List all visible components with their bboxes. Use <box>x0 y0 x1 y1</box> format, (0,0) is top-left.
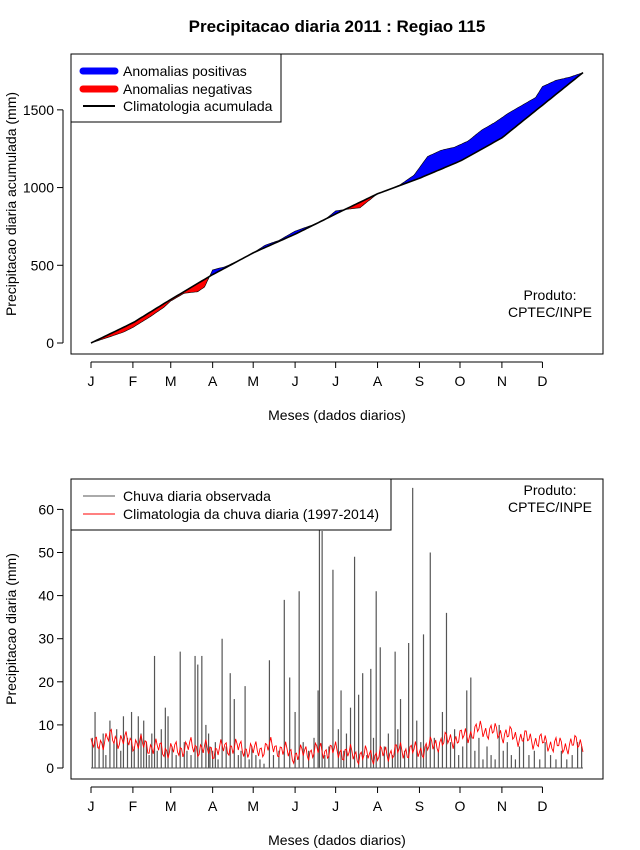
climatology-cumulative-line <box>90 71 584 344</box>
top-y-tick-label: 500 <box>31 257 55 273</box>
bottom-y-tick-label: 50 <box>38 545 54 561</box>
bottom-legend-box <box>70 478 392 531</box>
top-x-tick-label: J <box>88 373 95 389</box>
top-y-tick-label: 1000 <box>23 180 54 196</box>
top-x-tick-label: D <box>537 373 547 389</box>
top-plot-layer: J F M A M J J A S O N D 0 500 1000 1500 <box>23 71 584 389</box>
bottom-annotation-cptec: CPTEC/INPE <box>508 499 592 515</box>
bottom-x-tick-label: M <box>247 798 259 814</box>
top-x-tick-label: A <box>373 373 383 389</box>
bottom-y-tick-label: 20 <box>38 674 54 690</box>
bottom-legend: Chuva diaria observada Climatologia da c… <box>70 478 392 531</box>
climatology-daily-line <box>90 720 584 766</box>
bottom-y-tick-label: 60 <box>38 501 54 517</box>
chart-title: Precipitacao diaria 2011 : Regiao 115 <box>189 17 486 36</box>
legend-label-climatologia-acumulada: Climatologia acumulada <box>123 98 273 114</box>
bottom-x-axis-label: Meses (dados diarios) <box>268 832 406 848</box>
bottom-annotation-produto: Produto: <box>524 482 577 498</box>
bottom-x-tick-label: S <box>415 798 424 814</box>
legend-label-anomalias-negativas: Anomalias negativas <box>123 81 252 97</box>
bottom-x-tick-label: F <box>129 798 138 814</box>
bottom-x-tick-label: J <box>292 798 299 814</box>
top-x-tick-label: M <box>165 373 177 389</box>
bottom-x-tick-label: J <box>88 798 95 814</box>
top-x-tick-label: O <box>455 373 466 389</box>
top-x-tick-label: A <box>208 373 218 389</box>
bottom-y-tick-label: 10 <box>38 717 54 733</box>
top-legend: Anomalias positivas Anomalias negativas … <box>70 53 282 123</box>
top-annotation-cptec: CPTEC/INPE <box>508 304 592 320</box>
bottom-plot-layer: J F M A M J J A S O N D 0 10 20 30 40 50 60 <box>38 487 584 814</box>
top-x-tick-label: J <box>332 373 339 389</box>
top-y-tick-label: 1500 <box>23 102 54 118</box>
bottom-x-tick-label: D <box>537 798 547 814</box>
legend-label-climatologia-diaria: Climatologia da chuva diaria (1997-2014) <box>123 506 379 522</box>
top-y-tick-label: 0 <box>46 335 54 351</box>
legend-label-chuva-observada: Chuva diaria observada <box>123 488 271 504</box>
top-x-axis-label: Meses (dados diarios) <box>268 407 406 423</box>
bottom-x-tick-label: O <box>455 798 466 814</box>
top-annotation-produto: Produto: <box>524 287 577 303</box>
bottom-y-tick-label: 0 <box>46 760 54 776</box>
top-x-tick-label: S <box>415 373 424 389</box>
top-x-tick-label: M <box>247 373 259 389</box>
bottom-x-tick-label: M <box>165 798 177 814</box>
top-y-axis-label: Precipitacao diaria acumulada (mm) <box>3 92 19 316</box>
positive-anomaly-area <box>390 72 584 190</box>
top-x-tick-label: J <box>292 373 299 389</box>
top-x-tick-label: N <box>497 373 507 389</box>
bottom-x-tick-label: A <box>373 798 383 814</box>
bottom-y-tick-label: 40 <box>38 588 54 604</box>
bottom-x-tick-label: N <box>497 798 507 814</box>
bottom-y-tick-label: 30 <box>38 631 54 647</box>
top-plot-frame <box>70 53 604 355</box>
bottom-x-tick-label: J <box>332 798 339 814</box>
top-x-tick-label: F <box>129 373 138 389</box>
bottom-x-tick-label: A <box>208 798 218 814</box>
legend-label-anomalias-positivas: Anomalias positivas <box>123 63 247 79</box>
bottom-y-axis-label: Precipitacao diaria (mm) <box>3 553 19 705</box>
